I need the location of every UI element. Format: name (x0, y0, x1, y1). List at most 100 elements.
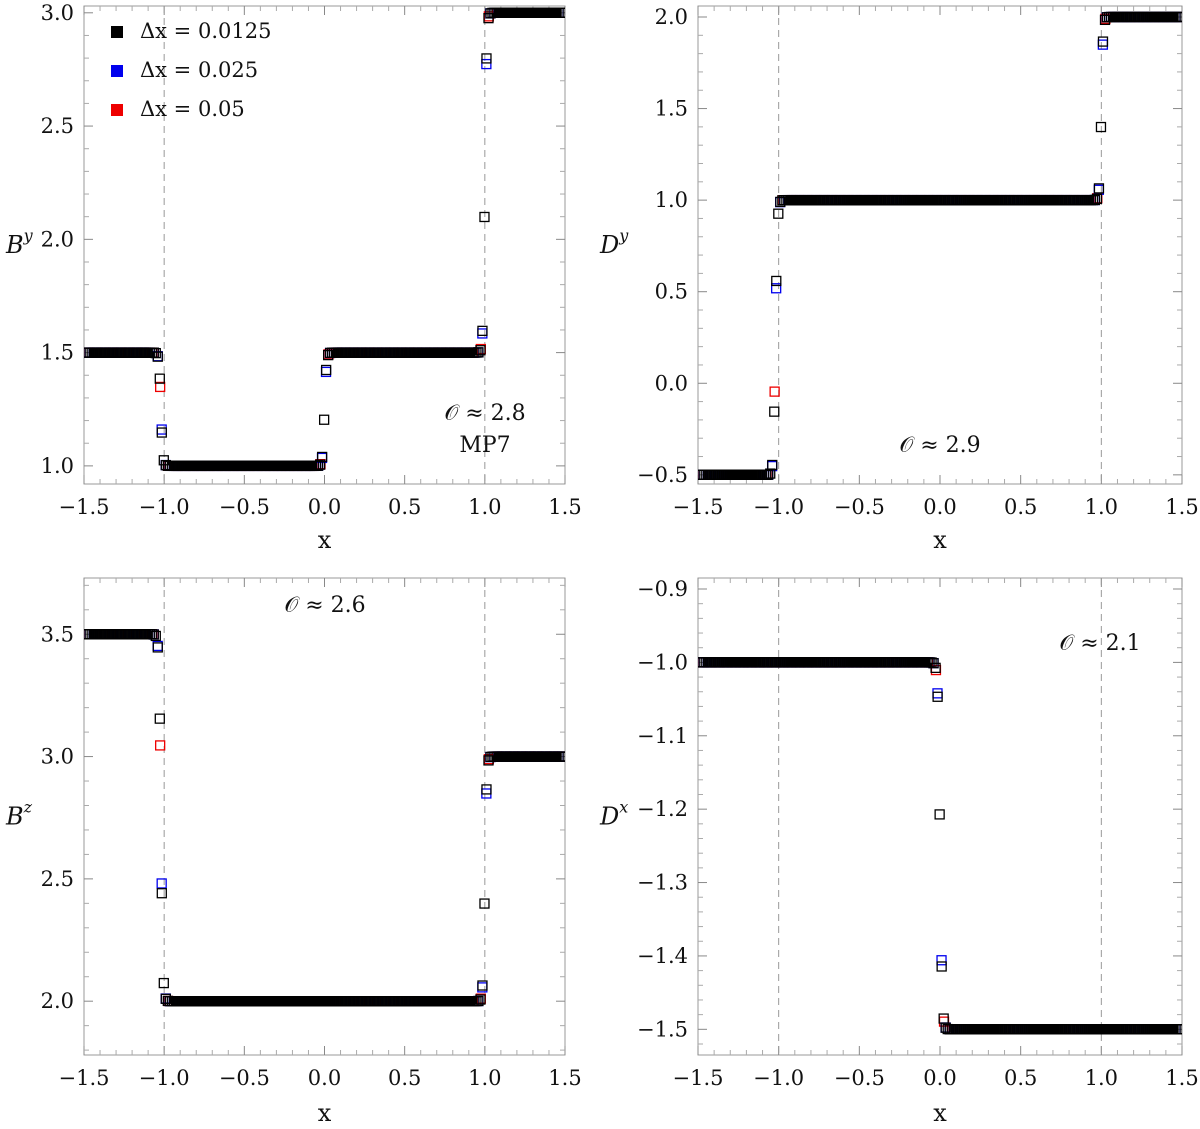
data-marker (771, 283, 782, 294)
y-tick-label: 1.5 (41, 341, 74, 365)
x-tick-label: 1.0 (1085, 495, 1118, 519)
x-tick-label: 1.5 (1165, 495, 1198, 519)
data-marker (481, 53, 492, 64)
y-axis-label: Dy (599, 226, 629, 259)
x-tick-label: 0.0 (308, 1066, 341, 1090)
panel-Dy: −1.5 −1.0 −0.5 0.0 0.5 1.0 1.5 −0.5 0.0 0.5 1.0 1.5… (599, 5, 1199, 554)
y-tick-label: 2.5 (41, 114, 74, 138)
x-tick-label: −0.5 (834, 495, 885, 519)
data-marker (769, 406, 780, 417)
data-marker (473, 347, 484, 358)
y-tick-label: 3.5 (41, 622, 74, 646)
data-marker (316, 451, 328, 463)
data-marker (1176, 11, 1182, 23)
y-axis-label: Bz (5, 798, 33, 831)
y-tick-label: 1.5 (655, 97, 688, 121)
y-tick-label: −0.9 (637, 577, 688, 601)
data-points (698, 11, 1182, 480)
data-marker (936, 955, 947, 966)
x-axis-label: x (318, 526, 332, 554)
legend-swatch (111, 104, 123, 116)
x-tick-label: 1.0 (1085, 1066, 1118, 1090)
plot-frame (83, 577, 566, 1056)
x-tick-label: 1.0 (468, 1066, 501, 1090)
x-tick-label: −1.5 (59, 495, 110, 519)
data-marker (559, 7, 565, 18)
panel-Bz: −1.5 −1.0 −0.5 0.0 0.5 1.0 1.5 2.0 2.5 3.0 3.5 x Bz 𝒪… (5, 577, 582, 1127)
data-marker (1095, 121, 1107, 133)
x-tick-label: −1.0 (139, 495, 190, 519)
x-tick-label: −1.5 (59, 1066, 110, 1090)
x-tick-label: 0.0 (923, 1066, 956, 1090)
x-tick-label: −0.5 (219, 495, 270, 519)
data-marker (763, 469, 774, 480)
data-marker (1089, 194, 1101, 206)
data-marker (481, 58, 492, 70)
y-tick-label: 1.0 (655, 188, 688, 212)
data-marker (150, 347, 161, 359)
x-tick-label: −0.5 (834, 1066, 885, 1090)
legend-swatch (111, 26, 123, 38)
data-marker (477, 328, 488, 339)
legend: Δx = 0.0125 Δx = 0.025 Δx = 0.05 (111, 19, 271, 121)
x-tick-label: 0.0 (308, 495, 341, 519)
y-tick-label: 2.0 (41, 989, 74, 1013)
y-tick-label: 2.0 (41, 227, 74, 251)
x-axis-label: x (933, 1099, 947, 1127)
x-tick-label: 0.5 (1004, 1066, 1037, 1090)
y-axis-label: By (5, 226, 34, 259)
panel-Dx: −1.5 −1.0 −0.5 0.0 0.5 1.0 1.5 −1.5 −1.4 −1.3 −1.2… (599, 577, 1199, 1127)
y-axis-label: Dx (599, 798, 628, 831)
data-marker (155, 381, 166, 393)
data-marker (767, 459, 778, 471)
data-marker (320, 364, 332, 376)
y-tick-label: 2.0 (655, 5, 688, 29)
annotation-text: 𝒪 ≈ 2.6 (284, 593, 365, 618)
y-tick-label: 2.5 (41, 867, 74, 891)
legend-swatch (111, 65, 123, 77)
y-tick-label: −1.1 (637, 724, 688, 748)
data-marker (154, 373, 165, 384)
y-tick-label: −1.5 (637, 1017, 688, 1041)
y-tick-label: −1.0 (637, 650, 688, 674)
annotation-text: MP7 (459, 433, 510, 458)
plot-frame (697, 5, 1183, 485)
data-marker (477, 980, 488, 991)
y-axis-label-superscript: z (23, 798, 33, 817)
data-marker (481, 784, 492, 795)
x-tick-label: −1.5 (673, 1066, 724, 1090)
data-marker (475, 994, 486, 1005)
data-marker (934, 809, 945, 820)
y-tick-label: 0.5 (655, 280, 688, 304)
y-tick-label: 0.0 (655, 371, 688, 395)
data-marker (769, 386, 780, 397)
data-marker (1093, 183, 1105, 194)
x-tick-label: 0.0 (923, 495, 956, 519)
x-tick-label: 1.5 (1165, 1066, 1198, 1090)
data-marker (932, 691, 943, 702)
x-axis-label: x (933, 526, 947, 554)
data-marker (155, 740, 166, 751)
data-marker (1097, 36, 1109, 47)
annotation-text: 𝒪 ≈ 2.1 (1059, 631, 1140, 656)
data-points (84, 629, 565, 1007)
x-tick-label: 0.5 (388, 1066, 421, 1090)
data-marker (318, 414, 330, 425)
x-tick-label: −1.0 (753, 1066, 804, 1090)
legend-label: Δx = 0.05 (140, 97, 245, 121)
x-axis-label: x (318, 1099, 332, 1127)
x-tick-label: 0.5 (1004, 495, 1037, 519)
data-marker (156, 888, 167, 899)
x-tick-label: 1.5 (548, 1066, 581, 1090)
data-marker (148, 629, 159, 640)
y-axis-label-superscript: y (23, 226, 34, 245)
data-marker (156, 424, 167, 435)
y-axis-label-superscript: y (618, 226, 629, 245)
data-marker (152, 351, 163, 362)
data-marker (156, 427, 167, 438)
y-tick-label: −1.4 (637, 944, 688, 968)
y-tick-label: 3.0 (41, 1, 74, 25)
data-marker (156, 878, 167, 889)
legend-label: Δx = 0.0125 (140, 19, 271, 43)
y-tick-label: 1.0 (41, 454, 74, 478)
